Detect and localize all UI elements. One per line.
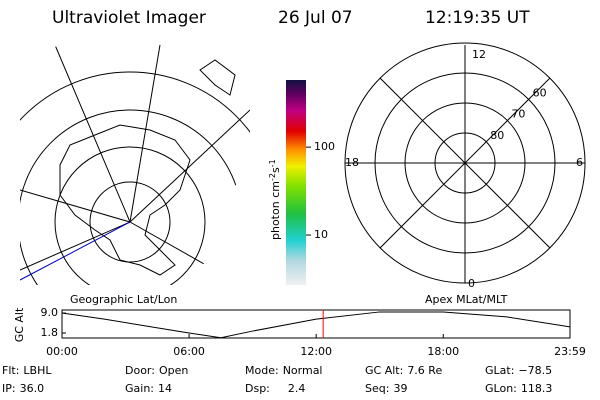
title: Ultraviolet Imager xyxy=(52,8,206,28)
y-axis-label: GC Alt xyxy=(13,307,26,342)
y-tick-label: 1.8 xyxy=(41,326,59,339)
info-value: 118.3 xyxy=(521,382,553,395)
polar-ring xyxy=(404,102,526,224)
colorbar-tick-label: 100 xyxy=(314,140,335,153)
info-field: Seq: 39 xyxy=(365,382,407,395)
exp: -1 xyxy=(268,159,277,167)
info-value: 2.4 xyxy=(288,382,306,395)
info-label: Seq: xyxy=(365,382,389,395)
mlt-label: 12 xyxy=(472,48,486,61)
info-value: Open xyxy=(159,364,188,377)
left-label: Geographic Lat/Lon xyxy=(70,293,177,306)
plot: 9.0 1.8 00:00 06:00 12:00 18:00 23:59 xyxy=(41,306,586,358)
y-tick-label: 9.0 xyxy=(41,306,59,319)
info-field: IP: 36.0 xyxy=(2,382,44,395)
x-tick-label: 23:59 xyxy=(554,345,586,358)
x-tick-label: 06:00 xyxy=(173,345,205,358)
info-label: Mode: xyxy=(245,364,279,377)
info-label: Dsp: xyxy=(245,382,270,395)
mlt-label: 0 xyxy=(468,277,475,290)
lat-label: 70 xyxy=(511,108,525,121)
info-label: GC Alt: xyxy=(365,364,403,377)
colorbar-ticks: 10 100 xyxy=(306,140,335,241)
mlt-label: 6 xyxy=(576,156,583,169)
info-field: GC Alt: 7.6 Re xyxy=(365,364,442,377)
info-field: Door: Open xyxy=(125,364,188,377)
polar-plot xyxy=(344,42,586,284)
altitude-line xyxy=(61,311,571,339)
date: 26 Jul 07 xyxy=(278,8,353,28)
info-label: Door: xyxy=(125,364,155,377)
plot-frame xyxy=(61,309,571,339)
info-value: Normal xyxy=(283,364,323,377)
info-label: Gain: xyxy=(125,382,154,395)
info-field: Mode: Normal xyxy=(245,364,323,377)
info-value: −78.5 xyxy=(518,364,552,377)
colorbar xyxy=(286,80,306,285)
unit: photon cm xyxy=(269,181,282,240)
info-panel: Flt: LBHL IP: 36.0 Door: Open Gain: 14 Mode: Norm… xyxy=(2,364,552,395)
polar-ring xyxy=(344,42,586,284)
colorbar-tick-label: 10 xyxy=(314,228,328,241)
info-value: 39 xyxy=(393,382,407,395)
info-field: GLat: −78.5 xyxy=(485,364,552,377)
exp: -2 xyxy=(268,173,277,181)
info-label: GLat: xyxy=(485,364,514,377)
unit: s xyxy=(269,167,282,173)
polar-ring xyxy=(434,132,496,194)
info-label: GLon: xyxy=(485,382,517,395)
time: 12:19:35 UT xyxy=(425,8,530,28)
mlt-label: 18 xyxy=(345,156,359,169)
polar-ring xyxy=(374,72,556,254)
geo-map xyxy=(20,45,250,285)
info-label: Flt: xyxy=(2,364,19,377)
lat-label: 60 xyxy=(533,86,547,99)
info-field: Flt: LBHL xyxy=(2,364,52,377)
info-field: Gain: 14 xyxy=(125,382,172,395)
info-label: IP: xyxy=(2,382,16,395)
info-value: LBHL xyxy=(23,364,52,377)
info-field: GLon: 118.3 xyxy=(485,382,552,395)
info-value: 36.0 xyxy=(20,382,45,395)
colorbar-label: photon cm-2s-1 xyxy=(268,159,283,240)
x-tick-label: 00:00 xyxy=(46,345,78,358)
x-tick-label: 12:00 xyxy=(300,345,332,358)
info-value: 14 xyxy=(158,382,172,395)
lat-label: 80 xyxy=(490,129,504,142)
x-tick-label: 18:00 xyxy=(427,345,459,358)
info-field: Dsp: 2.4 xyxy=(245,382,305,395)
info-value: 7.6 Re xyxy=(407,364,442,377)
right-label: Apex MLat/MLT xyxy=(425,293,508,306)
